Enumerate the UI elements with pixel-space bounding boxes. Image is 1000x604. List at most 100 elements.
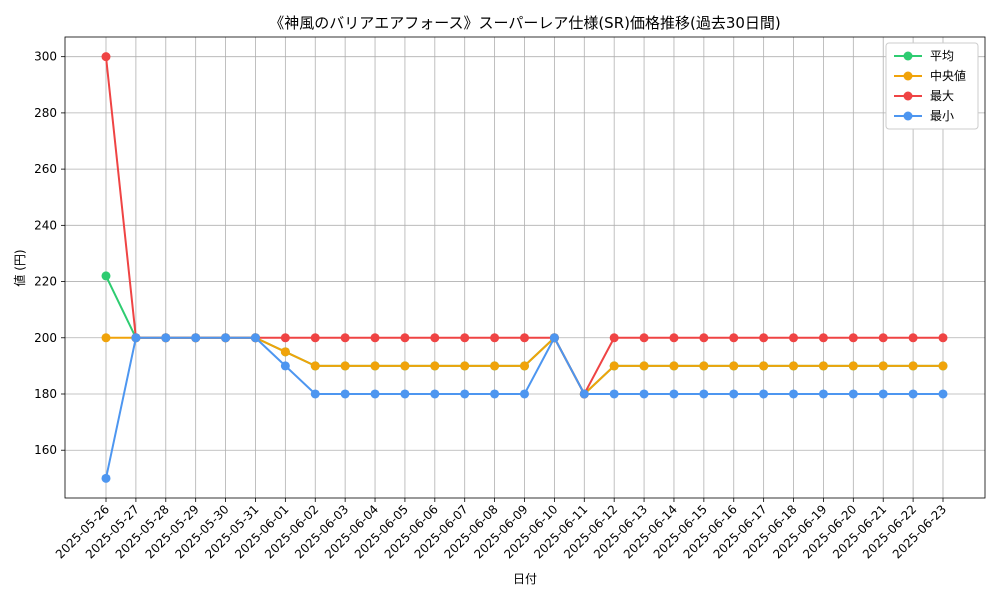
y-tick-label: 220 <box>34 275 57 289</box>
data-point <box>789 389 799 399</box>
data-point <box>609 389 619 399</box>
data-point <box>549 333 559 343</box>
data-point <box>101 271 111 281</box>
data-point <box>400 389 410 399</box>
data-point <box>938 389 948 399</box>
data-point <box>759 333 769 343</box>
x-axis-label: 日付 <box>513 572 537 586</box>
data-point <box>908 333 918 343</box>
grid <box>65 37 985 498</box>
data-point <box>340 361 350 371</box>
data-point <box>430 361 440 371</box>
legend-swatch-marker <box>903 111 913 121</box>
data-point <box>101 333 111 343</box>
data-point <box>789 361 799 371</box>
data-point <box>699 361 709 371</box>
legend-box <box>885 42 979 130</box>
data-point <box>400 333 410 343</box>
legend-label: 平均 <box>930 49 954 63</box>
data-point <box>250 333 260 343</box>
data-point <box>161 333 171 343</box>
data-point <box>908 389 918 399</box>
data-point <box>490 333 500 343</box>
data-point <box>729 389 739 399</box>
plot-frame <box>64 36 986 499</box>
data-point <box>460 389 470 399</box>
legend-label: 最小 <box>930 109 954 123</box>
data-point <box>908 361 918 371</box>
y-tick-label: 260 <box>34 162 57 176</box>
data-point <box>699 389 709 399</box>
data-point <box>101 52 111 62</box>
data-point <box>370 333 380 343</box>
data-point <box>520 389 529 399</box>
data-point <box>280 333 290 343</box>
data-point <box>848 333 858 343</box>
data-point <box>579 389 589 399</box>
data-point <box>818 333 828 343</box>
series-lines <box>101 52 948 483</box>
data-point <box>460 361 470 371</box>
data-point <box>370 361 380 371</box>
data-point <box>729 333 739 343</box>
data-point <box>101 473 111 483</box>
data-point <box>609 333 619 343</box>
data-point <box>490 361 500 371</box>
y-tick-label: 180 <box>34 387 57 401</box>
data-point <box>938 333 948 343</box>
data-point <box>759 361 769 371</box>
data-point <box>938 361 948 371</box>
data-point <box>759 389 769 399</box>
data-point <box>310 333 320 343</box>
data-point <box>699 333 709 343</box>
data-point <box>669 361 679 371</box>
data-point <box>848 361 858 371</box>
y-tick-label: 280 <box>34 106 57 120</box>
data-point <box>848 389 858 399</box>
data-point <box>280 347 290 357</box>
data-point <box>639 333 649 343</box>
data-point <box>430 333 440 343</box>
data-point <box>520 333 529 343</box>
data-point <box>340 333 350 343</box>
data-point <box>370 389 380 399</box>
y-tick-label: 240 <box>34 218 57 232</box>
data-point <box>639 389 649 399</box>
data-point <box>818 361 828 371</box>
data-point <box>280 361 290 371</box>
data-point <box>878 361 888 371</box>
y-axis-label: 値 (円) <box>12 249 27 286</box>
data-point <box>818 389 828 399</box>
chart-title: 《神風のバリアエアフォース》スーパーレア仕様(SR)価格推移(過去30日間) <box>269 14 781 32</box>
y-tick-label: 200 <box>34 331 57 345</box>
data-point <box>878 333 888 343</box>
data-point <box>430 389 440 399</box>
data-point <box>400 361 410 371</box>
data-point <box>131 333 141 343</box>
legend-swatch-marker <box>903 71 913 81</box>
data-point <box>609 361 619 371</box>
data-point <box>310 361 320 371</box>
data-point <box>221 333 231 343</box>
y-tick-label: 160 <box>34 443 57 457</box>
data-point <box>729 361 739 371</box>
data-point <box>669 389 679 399</box>
data-point <box>490 389 500 399</box>
data-point <box>460 333 470 343</box>
legend-label: 中央値 <box>930 68 966 83</box>
axes: 2025-05-262025-05-272025-05-282025-05-29… <box>34 36 986 561</box>
legend-label: 最大 <box>930 89 954 103</box>
data-point <box>789 333 799 343</box>
data-point <box>669 333 679 343</box>
data-point <box>191 333 201 343</box>
data-point <box>878 389 888 399</box>
data-point <box>310 389 320 399</box>
legend-swatch-marker <box>903 91 913 101</box>
data-point <box>340 389 350 399</box>
y-tick-label: 300 <box>34 50 57 64</box>
data-point <box>520 361 529 371</box>
legend-swatch-marker <box>903 51 913 61</box>
